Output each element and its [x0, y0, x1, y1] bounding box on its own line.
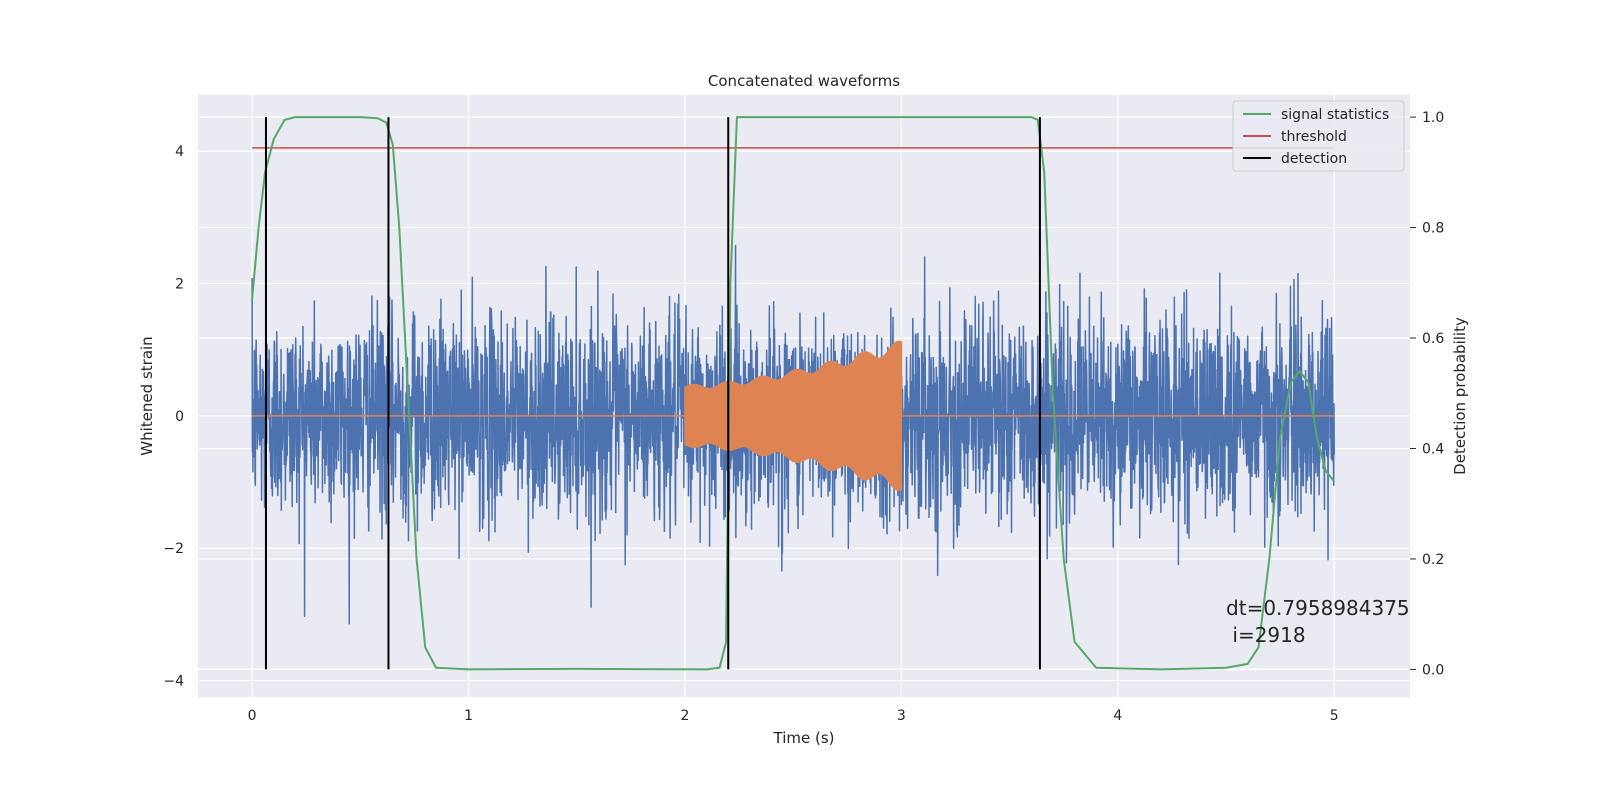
x-tick-label: 4: [1113, 708, 1122, 724]
series-group: [251, 116, 1336, 671]
legend-box: [1232, 100, 1405, 172]
y-tick-label-left: −2: [163, 541, 184, 557]
y-tick-label-left: 0: [175, 409, 184, 425]
x-axis-label: Time (s): [773, 729, 835, 747]
legend-label: detection: [1281, 151, 1347, 167]
series-injected-waveform: [252, 340, 1335, 491]
x-tick-label: 0: [248, 708, 257, 724]
legend: signal statistics threshold detection: [1232, 100, 1405, 172]
grid: [198, 95, 1410, 697]
legend-label: signal statistics: [1281, 107, 1389, 123]
tick-layer: 0 1 2 3 4 5 −4 −2 0 2 4 0.0 0.2 0.4 0.6 0.8 1.0: [163, 110, 1444, 724]
y-axis-label-left: Whitened strain: [138, 336, 156, 455]
y-tick-label-right: 0.6: [1422, 331, 1444, 347]
series-signal-statistics: [251, 116, 1336, 671]
y-tick-label-right: 0.4: [1422, 441, 1444, 457]
data-layer: [251, 116, 1336, 671]
y-tick-label-left: 4: [175, 144, 184, 160]
legend-label: threshold: [1281, 129, 1347, 145]
x-tick-label: 5: [1330, 708, 1339, 724]
y-tick-label-right: 0.0: [1422, 662, 1444, 678]
y-tick-label-left: −4: [163, 673, 184, 689]
y-tick-label-right: 0.8: [1422, 221, 1444, 237]
y-tick-label-right: 0.2: [1422, 552, 1444, 568]
y-tick-label-left: 2: [175, 277, 184, 293]
chart-title: Concatenated waveforms: [708, 72, 900, 90]
annotation-dt: dt=0.7958984375: [1226, 596, 1410, 620]
annotation-i: i=2918: [1226, 623, 1306, 647]
x-tick-label: 1: [464, 708, 473, 724]
x-tick-label: 3: [897, 708, 906, 724]
y-axis-label-right: Detection probability: [1451, 317, 1469, 475]
y-tick-label-right: 1.0: [1422, 110, 1444, 126]
x-tick-label: 2: [681, 708, 690, 724]
